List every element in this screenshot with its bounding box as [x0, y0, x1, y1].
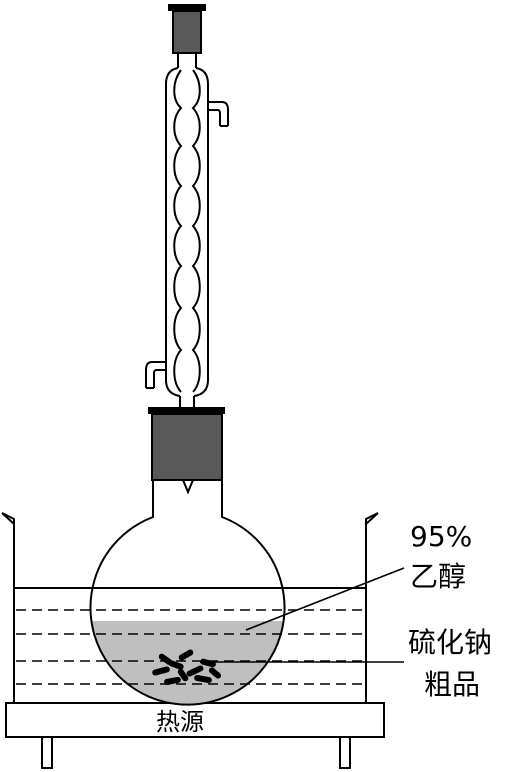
label-heat-source: 热源 [156, 708, 204, 736]
label-crude-product: 粗品 [424, 668, 480, 701]
label-ethanol: 乙醇 [410, 560, 466, 593]
stopper-body [151, 413, 223, 481]
round-bottom-flask [89, 480, 286, 706]
condenser-jacket-left [165, 67, 181, 397]
label-ethanol-concentration: 95% [410, 520, 472, 553]
flask-outline [89, 480, 286, 706]
label-crude-sodium-sulfide: 硫化钠 [408, 626, 492, 659]
leader-line-ethanol [245, 567, 405, 631]
leader-lines [200, 567, 405, 663]
condenser-top-cap [168, 4, 206, 11]
water-bath-right-lip [365, 512, 379, 525]
water-inlet-lower [145, 361, 166, 388]
heat-source-right-leg [339, 737, 351, 769]
heat-source-left-leg [41, 737, 53, 769]
water-dashed-lines [16, 609, 364, 685]
condenser-top-plug [172, 10, 202, 54]
condenser-jacket-right [193, 67, 209, 397]
water-bath-left-lip [1, 512, 15, 525]
crude-sodium-sulfide-solid [152, 649, 222, 685]
stopper-tip [182, 479, 194, 495]
stopper-top-rim [148, 407, 225, 414]
inner-tube-left [173, 69, 183, 393]
inner-tube-right [191, 69, 201, 393]
reflux-condenser [145, 4, 229, 407]
flask-stopper [148, 407, 225, 495]
water-outlet-upper [208, 101, 229, 126]
